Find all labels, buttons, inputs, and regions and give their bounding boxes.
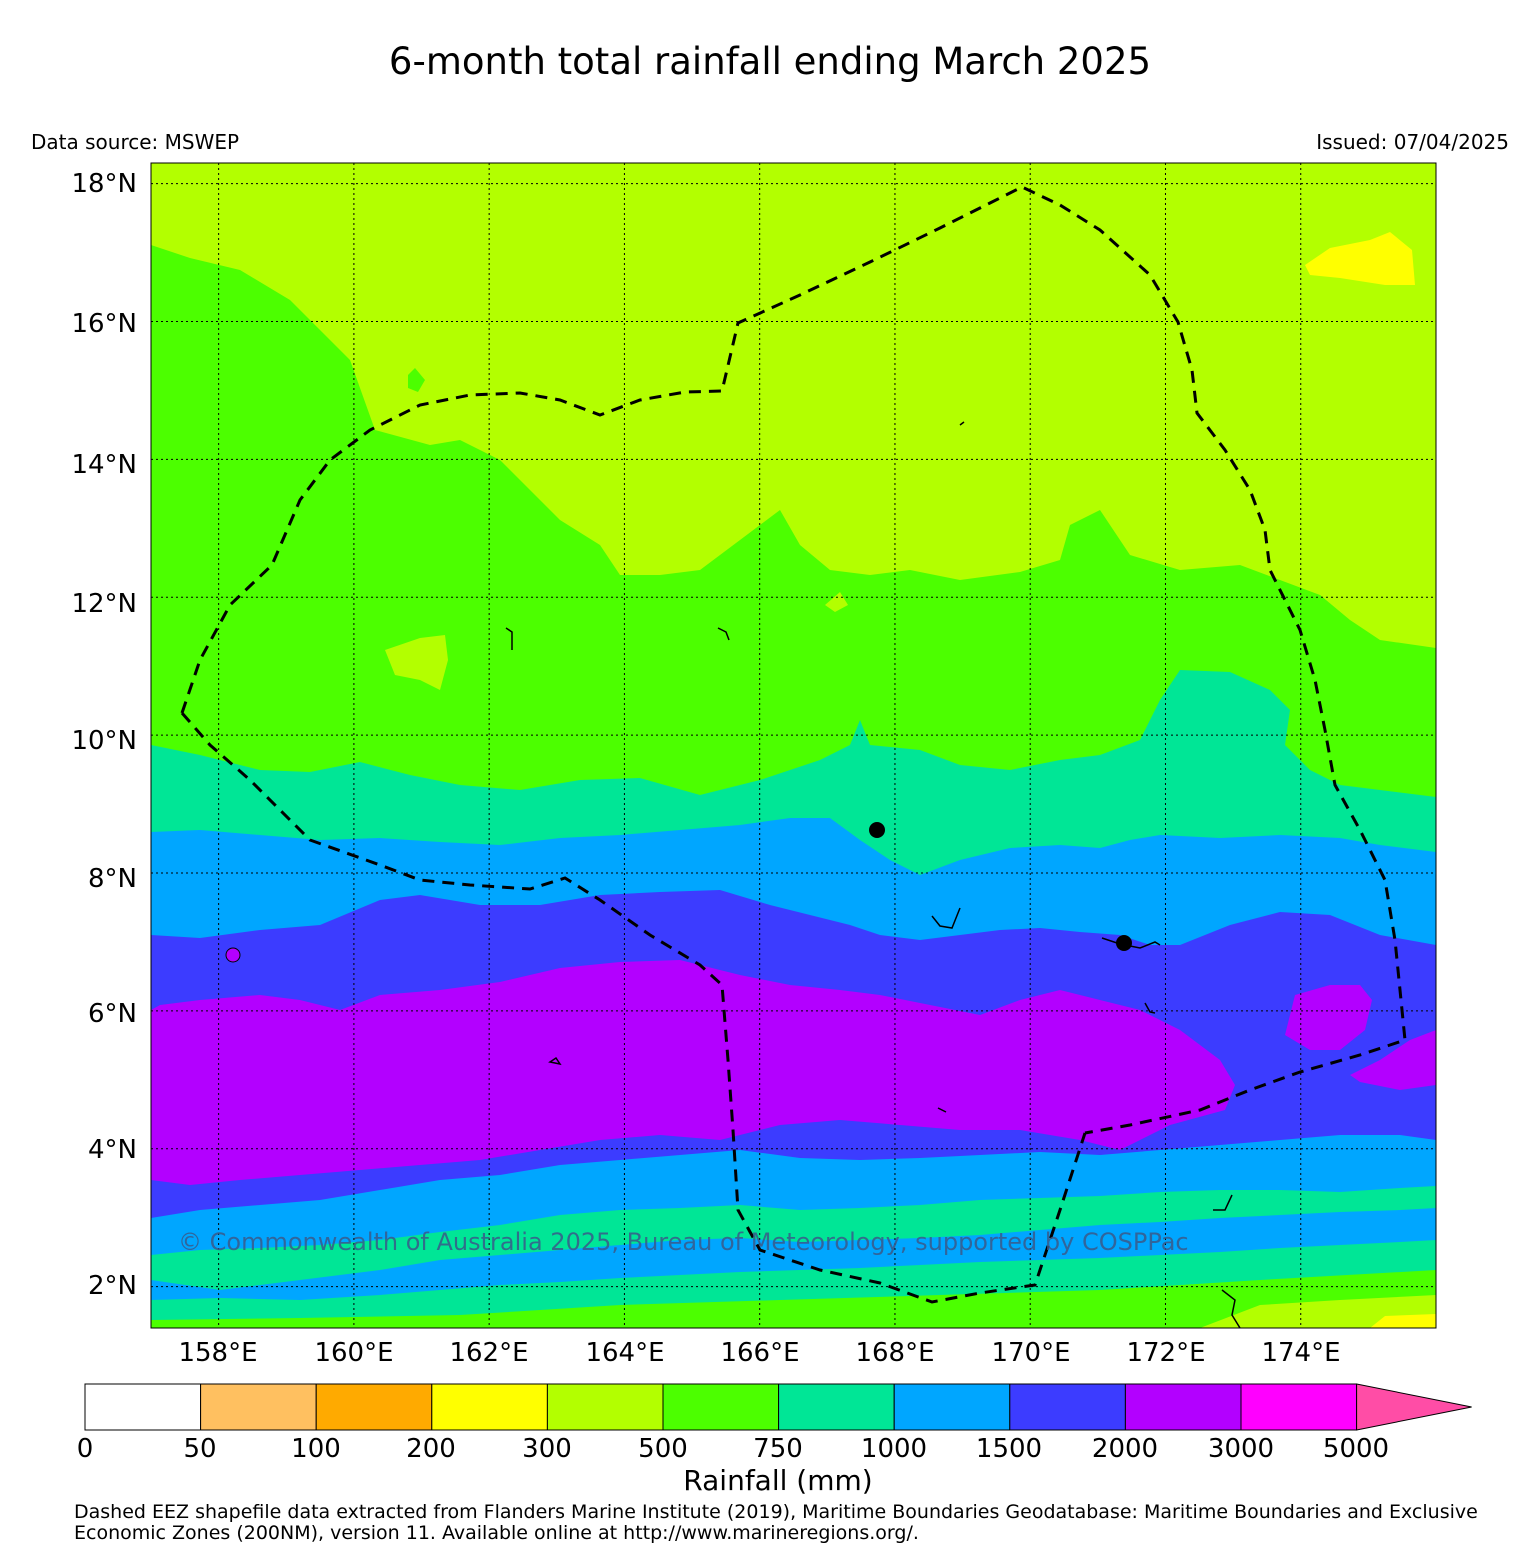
colorbar-tick-label: 750 xyxy=(753,1434,803,1464)
band-300-500-south xyxy=(1200,1295,1436,1328)
colorbar-tick-label: 1000 xyxy=(860,1434,928,1464)
issued-date-label: Issued: 07/04/2025 xyxy=(1316,130,1509,154)
colorbar-swatch xyxy=(893,1383,1011,1431)
colorbar-swatch xyxy=(546,1383,664,1431)
band-200-300-corner xyxy=(1370,1314,1436,1328)
lat-tick-label: 8°N xyxy=(88,864,137,894)
band-200-300 xyxy=(1305,232,1415,285)
colorbar-swatch xyxy=(431,1383,548,1431)
colorbar-tick-label: 5000 xyxy=(1322,1434,1390,1464)
lat-tick-label: 2°N xyxy=(88,1271,137,1301)
colorbar-tick-label: 200 xyxy=(406,1434,456,1464)
atoll xyxy=(959,421,965,426)
rainfall-patch xyxy=(225,947,241,963)
lon-tick-label: 172°E xyxy=(1126,1338,1206,1368)
band-2000-3000-east-2 xyxy=(1350,1030,1436,1090)
lat-tick-label: 12°N xyxy=(71,589,137,619)
colorbar-tick-label: 100 xyxy=(291,1434,341,1464)
colorbar-tick-label: 2000 xyxy=(1091,1434,1159,1464)
lon-tick-label: 166°E xyxy=(720,1338,800,1368)
lon-tick-label: 168°E xyxy=(855,1338,935,1368)
colorbar-swatch xyxy=(315,1383,433,1431)
atolls xyxy=(505,421,1241,1329)
band-500-750-south xyxy=(151,1270,1436,1328)
lat-tick-label: 4°N xyxy=(88,1135,137,1165)
atoll xyxy=(1101,937,1161,949)
band-2000-3000 xyxy=(151,960,1235,1185)
footer-citation: Dashed EEZ shapefile data extracted from… xyxy=(74,1501,1478,1544)
colorbar-swatch xyxy=(1009,1383,1126,1431)
atoll xyxy=(1213,1194,1233,1211)
map-title: 6-month total rainfall ending March 2025 xyxy=(388,40,1152,83)
colorbar xyxy=(84,1383,1472,1431)
lat-tick-label: 14°N xyxy=(71,450,137,480)
atoll xyxy=(505,627,513,650)
lon-tick-label: 162°E xyxy=(449,1338,529,1368)
atoll xyxy=(717,627,730,641)
band-2000-3000-east xyxy=(1285,985,1372,1050)
lat-tick-label: 18°N xyxy=(71,169,137,199)
band-300-500-patch xyxy=(385,635,448,690)
eez-boundary-north xyxy=(180,185,1407,1135)
colorbar-swatch xyxy=(1240,1383,1358,1431)
lon-tick-label: 164°E xyxy=(585,1338,665,1368)
eez-boundary-west xyxy=(180,712,1087,1304)
lon-tick-label: 158°E xyxy=(178,1338,258,1368)
colorbar-swatch xyxy=(200,1383,317,1431)
colorbar-swatch xyxy=(778,1383,895,1431)
colorbar-tick-label: 1500 xyxy=(975,1434,1043,1464)
atoll xyxy=(931,907,961,929)
colorbar-title: Rainfall (mm) xyxy=(683,1464,873,1497)
rainfall-bands xyxy=(151,163,1436,1328)
colorbar-tick-label: 3000 xyxy=(1207,1434,1275,1464)
colorbar-tick-label: 0 xyxy=(76,1434,94,1464)
atoll xyxy=(1221,1289,1241,1329)
colorbar-tick-label: 500 xyxy=(638,1434,688,1464)
colorbar-swatch xyxy=(1124,1383,1242,1431)
atoll xyxy=(548,1056,562,1066)
colorbar-extend-arrow xyxy=(1356,1383,1472,1431)
band-500-750-north xyxy=(408,368,425,392)
lon-tick-label: 174°E xyxy=(1261,1338,1341,1368)
data-source-label: Data source: MSWEP xyxy=(31,130,240,154)
capital-marker xyxy=(869,822,885,838)
capital-marker xyxy=(1116,935,1132,951)
lat-tick-label: 10°N xyxy=(71,726,137,756)
map-frame xyxy=(150,162,1437,1329)
colorbar-swatch xyxy=(84,1383,202,1431)
lat-tick-label: 6°N xyxy=(88,999,137,1029)
colorbar-tick-label: 50 xyxy=(183,1434,217,1464)
atoll xyxy=(937,1107,947,1113)
colorbar-swatch xyxy=(662,1383,780,1431)
lat-tick-label: 16°N xyxy=(71,309,137,339)
copyright-watermark: © Commonwealth of Australia 2025, Bureau… xyxy=(178,1228,1189,1256)
atoll xyxy=(1144,1002,1156,1014)
lon-tick-label: 170°E xyxy=(991,1338,1071,1368)
gridlines xyxy=(151,163,1436,1328)
lon-tick-label: 160°E xyxy=(314,1338,394,1368)
colorbar-tick-label: 300 xyxy=(522,1434,572,1464)
